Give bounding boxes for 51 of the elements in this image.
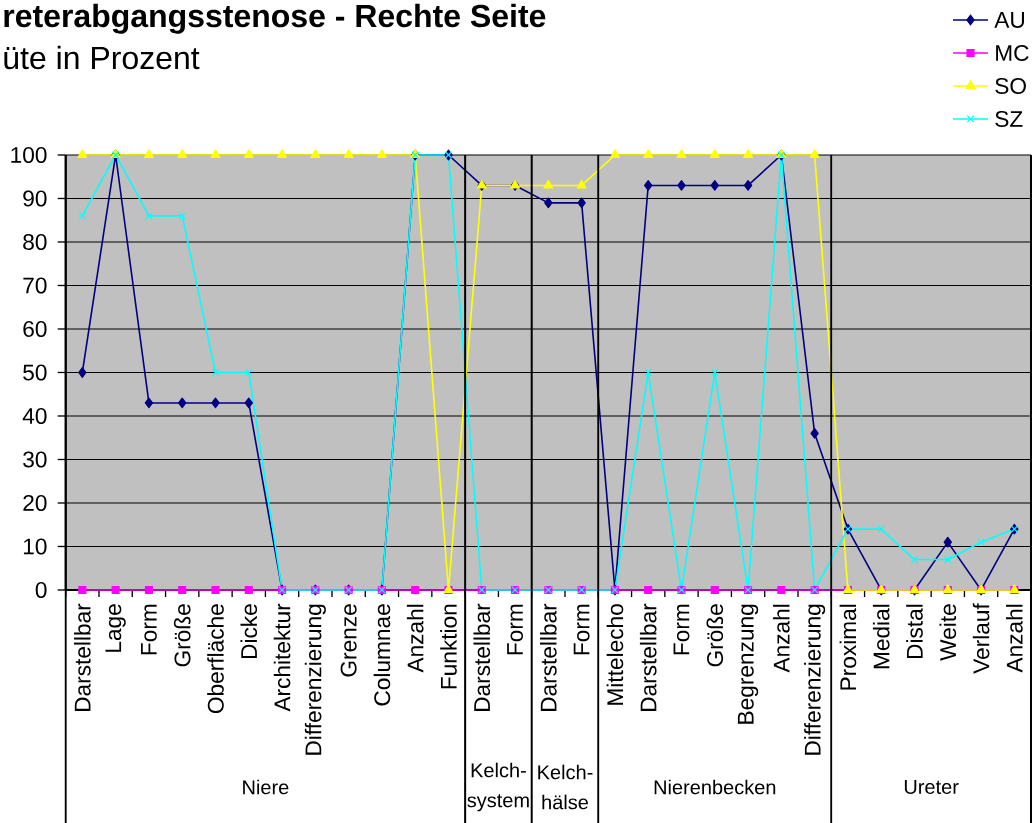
x-tick-label: Form bbox=[673, 604, 690, 655]
x-tick-label: Form bbox=[141, 604, 157, 655]
x-tick-label: Form bbox=[573, 604, 590, 655]
x-tick-label: Anzahl bbox=[773, 604, 790, 673]
x-tick-label: Größe bbox=[706, 604, 724, 667]
x-tick-label: Darstellbar bbox=[74, 603, 91, 711]
y-tick-label: 10 bbox=[23, 538, 47, 555]
x-tick-label: Darstellbar bbox=[540, 603, 557, 711]
x-tick-label: Oberfläche bbox=[207, 604, 224, 714]
chart-title: reterabgangsstenose - Rechte Seite bbox=[4, 3, 546, 34]
x-tick-label: Darstellbar bbox=[639, 603, 657, 711]
legend-label: AU bbox=[994, 12, 1025, 28]
y-tick-label: 30 bbox=[23, 451, 47, 468]
y-tick-label: 100 bbox=[11, 146, 47, 164]
x-tick-label: Weite bbox=[939, 604, 957, 661]
y-tick-label: 20 bbox=[23, 494, 47, 512]
x-tick-label: Differenzierung bbox=[304, 604, 326, 755]
chart-subtitle: üte in Prozent bbox=[4, 45, 200, 70]
text: Kelch-hälse bbox=[538, 764, 593, 810]
y-tick-label: 70 bbox=[23, 277, 47, 294]
x-tick-label: Begrenzung bbox=[737, 604, 759, 724]
legend-label: MC bbox=[996, 44, 1029, 62]
x-tick-label: Verlauf bbox=[972, 603, 990, 674]
x-tick-label: Darstellbar bbox=[473, 603, 491, 711]
x-tick-label: Architektur bbox=[273, 603, 291, 712]
x-tick-label: Form bbox=[507, 604, 523, 655]
x-tick-label: Funktion bbox=[440, 604, 457, 689]
y-tick-label: 0 bbox=[35, 581, 47, 599]
text: Niere bbox=[243, 779, 289, 795]
y-tick-label: 80 bbox=[23, 233, 47, 251]
y-tick-label: 60 bbox=[23, 320, 47, 338]
x-tick-label: Differenzierung bbox=[804, 604, 826, 755]
text: Nierenbecken bbox=[654, 779, 776, 795]
text: Kelch-system bbox=[467, 762, 529, 812]
y-tick-label: 40 bbox=[22, 407, 47, 425]
x-tick-label: Größe bbox=[173, 604, 191, 667]
x-tick-label: Distal bbox=[906, 604, 923, 659]
x-tick-label: Anzahl bbox=[1006, 604, 1023, 673]
y-tick-label: 50 bbox=[23, 364, 47, 381]
x-tick-label: Grenze bbox=[340, 604, 357, 677]
x-tick-label: Dicke bbox=[240, 604, 258, 659]
legend-label: SO bbox=[995, 77, 1026, 95]
x-tick-label: Lage bbox=[105, 604, 126, 652]
y-tick-label: 90 bbox=[23, 190, 47, 207]
legend-label: SZ bbox=[995, 110, 1023, 128]
x-tick-label: Medial bbox=[872, 604, 890, 669]
x-tick-label: Columnae bbox=[373, 604, 391, 706]
x-tick-label: Proximal bbox=[839, 604, 857, 690]
x-tick-label: Mittelecho bbox=[606, 604, 624, 705]
x-tick-label: Anzahl bbox=[406, 604, 424, 673]
text: Ureter bbox=[904, 780, 959, 794]
